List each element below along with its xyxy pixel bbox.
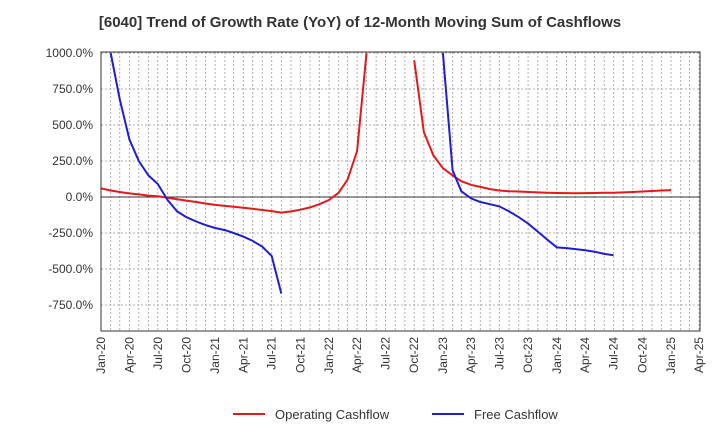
x-tick-label: Jul-22 bbox=[379, 337, 393, 370]
y-tick-label: 1000.0% bbox=[46, 46, 94, 60]
x-tick-label: Apr-25 bbox=[692, 337, 706, 373]
y-tick-label: 750.0% bbox=[52, 82, 93, 96]
x-tick-label: Jan-24 bbox=[550, 337, 564, 374]
free-cashflow-line bbox=[109, 52, 283, 294]
x-tick-label: Jul-24 bbox=[607, 337, 621, 370]
legend-label-free-cashflow: Free Cashflow bbox=[474, 407, 558, 422]
legend-label-operating-cashflow: Operating Cashflow bbox=[275, 407, 390, 422]
y-tick-label: 0.0% bbox=[66, 190, 94, 204]
x-tick-label: Oct-24 bbox=[635, 337, 649, 373]
x-tick-label: Jul-20 bbox=[151, 337, 165, 370]
y-tick-label: -500.0% bbox=[48, 262, 93, 276]
y-tick-label: 500.0% bbox=[52, 118, 93, 132]
x-tick-label: Oct-22 bbox=[407, 337, 421, 373]
x-tick-label: Jan-21 bbox=[208, 337, 222, 374]
free-cashflow-line bbox=[441, 52, 614, 257]
x-tick-label: Oct-20 bbox=[179, 337, 193, 373]
x-tick-label: Jan-25 bbox=[664, 337, 678, 374]
x-tick-label: Jan-22 bbox=[322, 337, 336, 374]
x-tick-label: Apr-20 bbox=[122, 337, 136, 373]
chart-title: [6040] Trend of Growth Rate (YoY) of 12-… bbox=[98, 14, 622, 31]
x-tick-label: Apr-23 bbox=[464, 337, 478, 373]
x-tick-label: Jan-23 bbox=[436, 337, 450, 374]
plot-area bbox=[101, 52, 700, 331]
x-tick-label: Jul-21 bbox=[265, 337, 279, 370]
operating-cashflow-line bbox=[101, 52, 368, 214]
y-tick-label: -750.0% bbox=[48, 298, 93, 312]
y-tick-label: -250.0% bbox=[48, 226, 93, 240]
x-tick-label: Apr-21 bbox=[236, 337, 250, 373]
plot-border bbox=[100, 51, 701, 332]
x-tick-label: Apr-24 bbox=[578, 337, 592, 373]
x-tick-label: Jul-23 bbox=[492, 337, 506, 370]
y-tick-label: 250.0% bbox=[52, 154, 93, 168]
x-tick-label: Apr-22 bbox=[350, 337, 364, 373]
x-tick-label: Jan-20 bbox=[94, 337, 108, 374]
x-tick-label: Oct-21 bbox=[293, 337, 307, 373]
x-tick-label: Oct-23 bbox=[521, 337, 535, 373]
